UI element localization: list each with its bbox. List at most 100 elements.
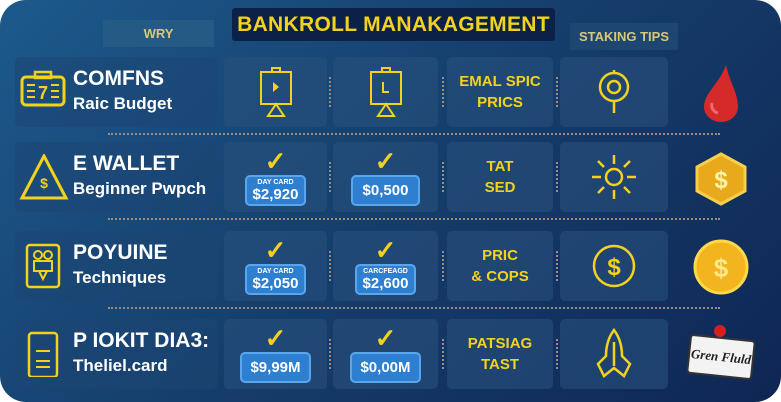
gold-coin-icon: $	[693, 239, 749, 295]
price-value: $0,500	[362, 181, 409, 199]
column-divider	[442, 339, 444, 369]
cell-text-line: SED	[484, 179, 516, 196]
easel-chart-icon	[259, 67, 292, 117]
tab-wry[interactable]: WRY	[103, 20, 214, 47]
badge-text: Gren Fluld	[690, 345, 752, 368]
cell-text: EMAL SPIC PRICS	[447, 57, 553, 127]
column-divider	[329, 77, 331, 107]
tag-badge-icon: Gren Fluld	[684, 323, 756, 383]
column-divider	[329, 162, 331, 192]
price-label: CARCFEAGD	[363, 267, 408, 275]
red-drop-icon	[704, 65, 738, 122]
svg-text:$: $	[714, 167, 728, 194]
easel-chart-icon	[369, 67, 402, 117]
check-icon: ✓	[264, 322, 287, 353]
row-title: E WALLET	[73, 152, 180, 175]
row-2: $ E WALLET Beginner Pwpch ✓ DAY CARD $2,92…	[0, 142, 781, 212]
cell-text-line: PATSIAG	[467, 335, 533, 352]
calculator-icon: 7	[20, 70, 66, 107]
check-icon: ✓	[264, 145, 287, 176]
row-label: 7 COMFNS Raic Budget	[15, 57, 218, 127]
row-subtitle: Theliel.card	[73, 356, 168, 375]
price-badge: CARCFEAGD $2,600	[354, 263, 417, 295]
rocket-icon	[596, 328, 632, 378]
row-divider	[108, 133, 720, 135]
tab-staking-tips[interactable]: STAKING TIPS	[570, 23, 678, 50]
svg-text:7: 7	[38, 83, 48, 103]
cell-icon[interactable]	[560, 142, 668, 212]
cell-text-line: EMAL SPIC	[459, 73, 541, 90]
page-title: BANKROLL MANAKAGEMENT	[232, 8, 555, 41]
cell-price[interactable]: ✓ $0,500	[333, 142, 438, 212]
svg-text:$: $	[607, 254, 621, 281]
column-divider	[556, 162, 558, 192]
cell-text: PRIC & COPS	[447, 231, 553, 301]
price-value: $9,99M	[250, 358, 301, 376]
check-icon: ✓	[374, 234, 397, 265]
row-subtitle: Raic Budget	[73, 94, 173, 113]
price-label: DAY CARD	[257, 267, 294, 275]
cell-text-line: PRICS	[477, 94, 523, 111]
warning-dollar-icon: $	[19, 154, 69, 200]
trophy-icon	[25, 243, 61, 289]
row-subtitle: Beginner Pwpch	[73, 179, 207, 198]
row-label: POYUINE Techniques	[15, 231, 218, 301]
price-badge: DAY CARD $2,050	[244, 263, 307, 295]
cell-icon[interactable]	[560, 319, 668, 389]
check-icon: ✓	[374, 322, 397, 353]
phone-icon	[27, 331, 59, 377]
cell-text-line: TAST	[480, 356, 520, 373]
cell-icon[interactable]	[560, 57, 668, 127]
cell-chart[interactable]	[333, 57, 438, 127]
row-divider	[108, 218, 720, 220]
column-divider	[556, 77, 558, 107]
column-divider	[442, 251, 444, 281]
cell-price[interactable]: ✓ DAY CARD $2,050	[224, 231, 327, 301]
cell-icon[interactable]: $	[560, 231, 668, 301]
sun-icon	[592, 155, 636, 199]
price-badge: $0,00M	[350, 351, 421, 383]
column-divider	[556, 339, 558, 369]
hexagon-coin-icon: $	[695, 152, 747, 206]
column-divider	[329, 251, 331, 281]
cell-price[interactable]: ✓ $0,00M	[333, 319, 438, 389]
price-value: $0,00M	[360, 358, 411, 376]
row-3: POYUINE Techniques ✓ DAY CARD $2,050 ✓ CARC…	[0, 231, 781, 301]
check-icon: ✓	[264, 234, 287, 265]
row-title: P IOKIT DIA3:	[73, 329, 210, 352]
column-divider	[329, 339, 331, 369]
svg-text:$: $	[40, 175, 48, 191]
column-divider	[442, 77, 444, 107]
row-1: 7 COMFNS Raic Budget EMAL SPIC PRICS	[0, 57, 781, 127]
cell-price[interactable]: ✓ CARCFEAGD $2,600	[333, 231, 438, 301]
row-divider	[108, 307, 720, 309]
price-value: $2,600	[362, 274, 409, 292]
price-label: DAY CARD	[257, 178, 294, 186]
price-value: $2,050	[252, 274, 299, 292]
row-title: POYUINE	[73, 241, 168, 264]
price-badge: $9,99M	[240, 351, 311, 383]
row-label: $ E WALLET Beginner Pwpch	[15, 142, 218, 212]
price-value: $2,920	[252, 185, 299, 203]
column-divider	[442, 162, 444, 192]
price-badge: DAY CARD $2,920	[244, 174, 307, 206]
row-title: COMFNS	[73, 67, 164, 90]
cell-text: TAT SED	[447, 142, 553, 212]
cell-chart[interactable]	[224, 57, 327, 127]
row-4: P IOKIT DIA3: Theliel.card ✓ $9,99M ✓ $0,0…	[0, 319, 781, 389]
check-icon: ✓	[374, 145, 397, 176]
column-divider	[556, 251, 558, 281]
cell-price[interactable]: ✓ DAY CARD $2,920	[224, 142, 327, 212]
cell-text-line: PRIC	[482, 247, 518, 264]
price-badge: $0,500	[350, 174, 421, 206]
row-subtitle: Techniques	[73, 268, 167, 287]
cell-text-line: & COPS	[471, 268, 529, 285]
location-pin-icon	[598, 70, 630, 113]
svg-text:$: $	[714, 253, 729, 283]
cell-price[interactable]: ✓ $9,99M	[224, 319, 327, 389]
cell-text-line: TAT	[486, 158, 514, 175]
dollar-circle-icon: $	[592, 244, 636, 288]
row-label: P IOKIT DIA3: Theliel.card	[15, 319, 218, 389]
cell-text: PATSIAG TAST	[447, 319, 553, 389]
